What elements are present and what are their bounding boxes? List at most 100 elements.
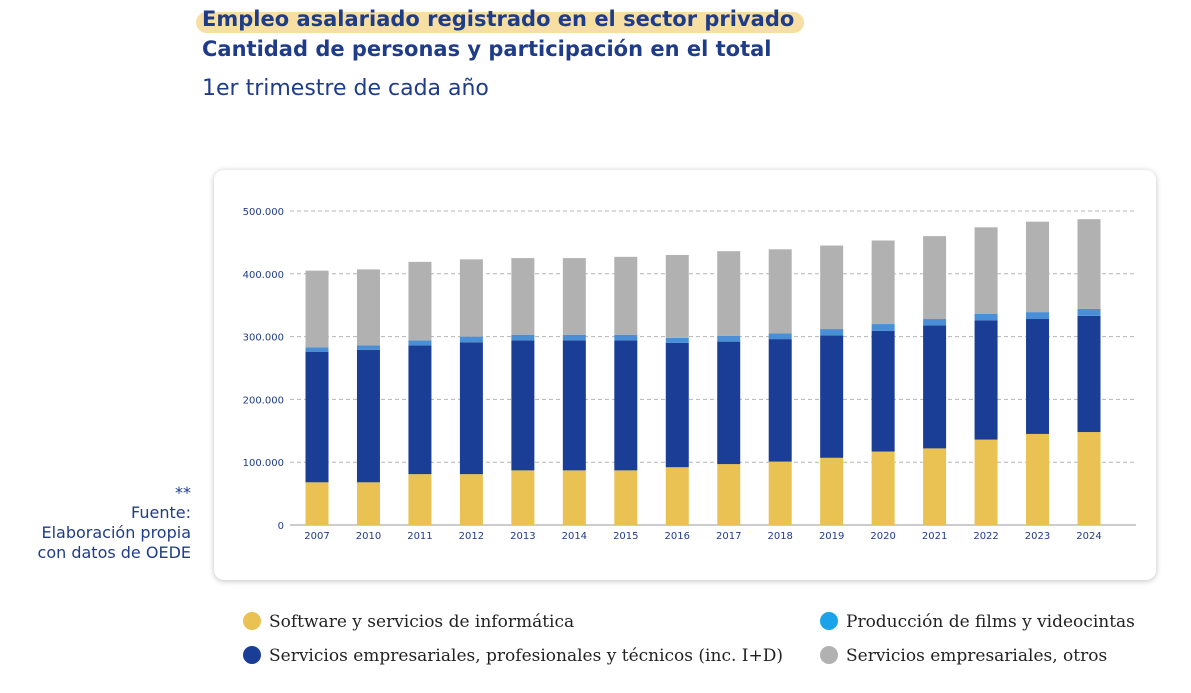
x-tick-label: 2017 <box>716 531 741 542</box>
bar-segment-otros <box>511 258 535 335</box>
bar-segment-software <box>768 461 792 525</box>
bar-segment-otros <box>459 259 483 337</box>
bar-segment-films <box>1077 308 1101 316</box>
legend-swatch-profesionales <box>243 646 261 664</box>
legend-item-software: Software y servicios de informática <box>243 612 574 632</box>
x-tick-label: 2018 <box>767 531 792 542</box>
bar-segment-software <box>305 482 329 525</box>
bar-segment-software <box>974 439 998 525</box>
legend-label-profesionales: Servicios empresariales, profesionales y… <box>269 646 783 666</box>
bar-segment-otros <box>356 269 380 346</box>
bar-segment-software <box>820 457 844 525</box>
bar-segment-otros <box>614 256 638 335</box>
bar-segment-films <box>871 324 895 331</box>
bar-segment-films <box>768 333 792 340</box>
bar-segment-profesionales <box>356 349 380 483</box>
legend-label-otros: Servicios empresariales, otros <box>846 646 1108 666</box>
bar-segment-software <box>408 474 432 525</box>
source-line-2: con datos de OEDE <box>37 543 191 562</box>
x-tick-label: 2014 <box>562 531 587 542</box>
stacked-bar-chart: 0 100.000 200.000 300.000 400.000 500.000 2007… <box>243 207 1136 542</box>
bar-segment-profesionales <box>408 345 432 475</box>
bar-segment-profesionales <box>459 342 483 475</box>
y-tick-label: 500.000 <box>243 207 284 218</box>
legend-swatch-software <box>243 612 261 630</box>
legend-label-software: Software y servicios de informática <box>269 612 575 632</box>
bar-segment-software <box>665 467 689 525</box>
bar-segment-films <box>717 335 741 342</box>
bar-segment-otros <box>1026 221 1050 313</box>
legend-swatch-otros <box>820 646 838 664</box>
bar-segment-profesionales <box>820 335 844 458</box>
x-tick-label: 2010 <box>356 531 381 542</box>
bar-segment-otros <box>408 261 432 341</box>
bar-segment-otros <box>562 258 586 335</box>
bar-segment-software <box>871 451 895 525</box>
x-tick-label: 2024 <box>1076 531 1101 542</box>
bar-segment-films <box>459 336 483 343</box>
bar-segment-profesionales <box>305 351 329 483</box>
bar-segment-profesionales <box>562 340 586 471</box>
bar-segment-films <box>820 329 844 336</box>
bar-segment-otros <box>665 254 689 338</box>
source-line-1: Elaboración propia <box>41 523 191 542</box>
x-tick-label: 2016 <box>665 531 690 542</box>
source-label: Fuente: <box>131 503 191 522</box>
x-tick-label: 2013 <box>510 531 535 542</box>
bar-segment-films <box>1026 312 1050 320</box>
bar-segment-software <box>1026 433 1050 525</box>
legend-swatch-films <box>820 612 838 630</box>
chart-period: 1er trimestre de cada año <box>202 76 489 101</box>
legend-item-otros: Servicios empresariales, otros <box>820 646 1107 666</box>
bar-segment-software <box>614 470 638 525</box>
legend-item-profesionales: Servicios empresariales, profesionales y… <box>243 646 783 666</box>
bar-segment-films <box>923 319 947 326</box>
bar-segment-otros <box>305 270 329 348</box>
bar-segment-software <box>717 464 741 525</box>
bar-segment-profesionales <box>1077 315 1101 433</box>
y-tick-label: 300.000 <box>243 333 284 344</box>
y-tick-label: 400.000 <box>243 270 284 281</box>
bar-segment-films <box>408 340 432 346</box>
chart-subtitle: Cantidad de personas y participación en … <box>202 37 772 61</box>
bar-segment-films <box>305 347 329 352</box>
x-tick-label: 2022 <box>973 531 998 542</box>
bar-segment-otros <box>820 245 844 330</box>
bar-segment-profesionales <box>717 341 741 465</box>
bar-segment-profesionales <box>614 340 638 471</box>
bar-segment-profesionales <box>511 340 535 471</box>
bar-segment-films <box>974 313 998 321</box>
bar-segment-profesionales <box>871 330 895 452</box>
bar-segment-otros <box>974 227 998 314</box>
bar-segment-otros <box>923 236 947 320</box>
bar-segment-films <box>665 337 689 343</box>
bar-segment-profesionales <box>665 342 689 468</box>
bar-segment-films <box>614 334 638 341</box>
bar-segment-software <box>356 482 380 525</box>
bar-segment-otros <box>768 249 792 334</box>
bar-segment-otros <box>1077 219 1101 309</box>
bar-segment-films <box>356 345 380 350</box>
bar-segment-otros <box>717 251 741 336</box>
x-tick-label: 2021 <box>922 531 947 542</box>
chart-title-block: Empleo asalariado registrado en el secto… <box>196 4 805 64</box>
bar-segment-software <box>1077 432 1101 525</box>
bar-segment-profesionales <box>923 325 947 449</box>
legend-label-films: Producción de films y videocintas <box>846 612 1135 632</box>
chart-title: Empleo asalariado registrado en el secto… <box>196 4 805 34</box>
bar-segment-films <box>562 334 586 341</box>
y-tick-label: 200.000 <box>243 395 284 406</box>
bar-segment-software <box>923 448 947 525</box>
y-tick-label: 0 <box>278 521 284 532</box>
legend-item-films: Producción de films y videocintas <box>820 612 1135 632</box>
source-marker: ** <box>175 483 191 502</box>
chart-card: 0 100.000 200.000 300.000 400.000 500.000 2007… <box>214 170 1156 580</box>
x-tick-label: 2019 <box>819 531 844 542</box>
x-tick-label: 2011 <box>407 531 432 542</box>
x-tick-label: 2007 <box>304 531 329 542</box>
source-note: ** Fuente: Elaboración propia con datos … <box>0 483 191 563</box>
x-tick-label: 2012 <box>459 531 484 542</box>
bar-segment-profesionales <box>1026 319 1050 434</box>
x-tick-label: 2023 <box>1025 531 1050 542</box>
bar-segment-profesionales <box>974 320 998 440</box>
